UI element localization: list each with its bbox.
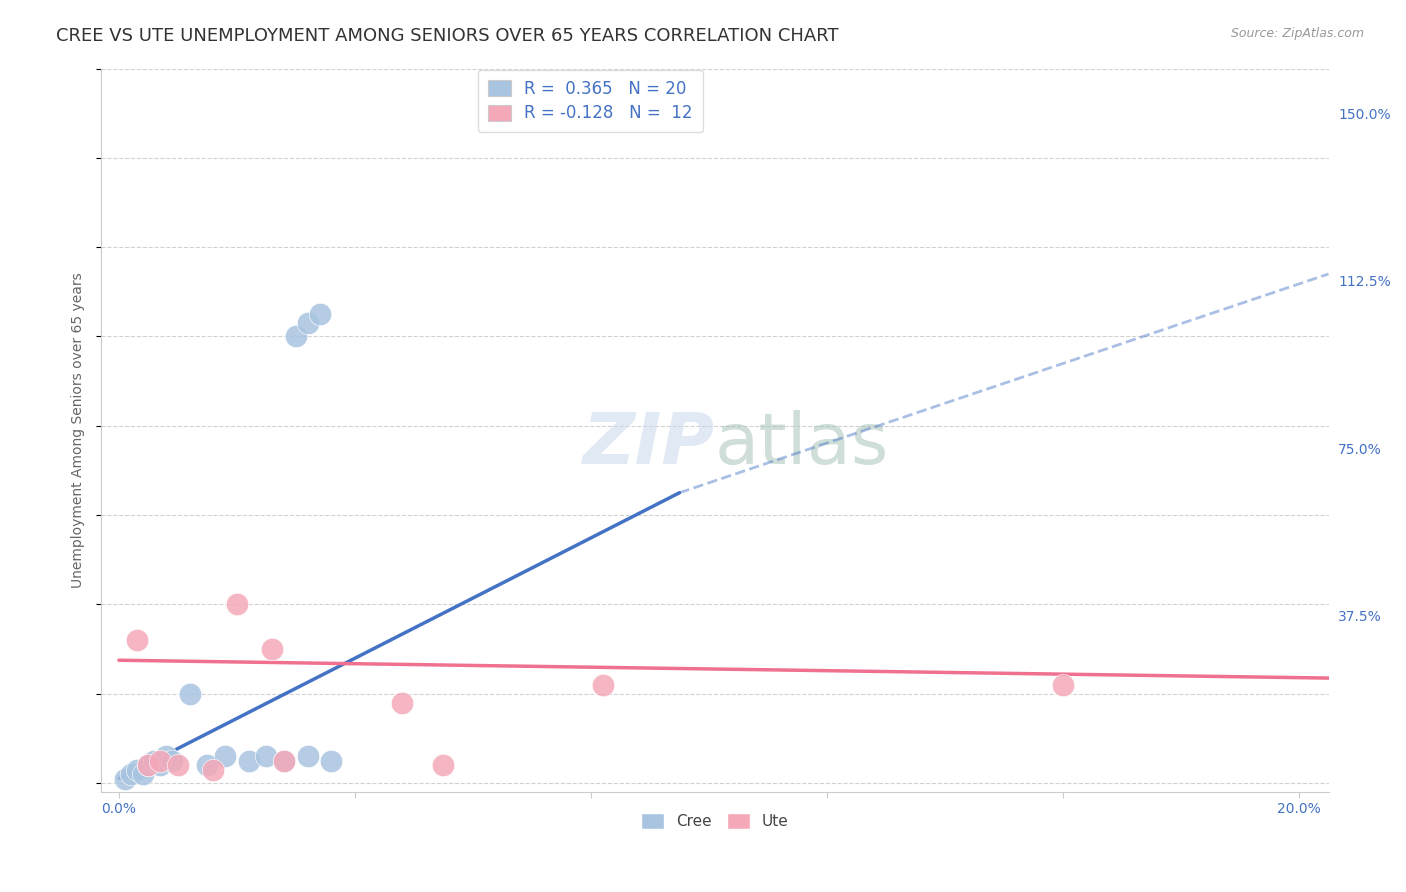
Point bbox=[273, 754, 295, 768]
Point bbox=[149, 758, 172, 772]
Point bbox=[197, 758, 219, 772]
Point bbox=[202, 763, 225, 777]
Point bbox=[155, 749, 177, 764]
Point bbox=[1052, 678, 1074, 692]
Text: Source: ZipAtlas.com: Source: ZipAtlas.com bbox=[1230, 27, 1364, 40]
Point bbox=[214, 749, 236, 764]
Point bbox=[131, 767, 153, 781]
Point bbox=[297, 316, 319, 330]
Point bbox=[297, 749, 319, 764]
Point bbox=[138, 758, 160, 772]
Point bbox=[179, 687, 201, 701]
Text: ZIP: ZIP bbox=[582, 410, 714, 479]
Point bbox=[284, 329, 307, 343]
Point bbox=[120, 767, 142, 781]
Point bbox=[592, 678, 614, 692]
Point bbox=[391, 696, 413, 710]
Y-axis label: Unemployment Among Seniors over 65 years: Unemployment Among Seniors over 65 years bbox=[72, 272, 86, 588]
Point bbox=[262, 642, 284, 657]
Point bbox=[160, 754, 183, 768]
Point bbox=[149, 754, 172, 768]
Point bbox=[125, 763, 148, 777]
Point bbox=[321, 754, 343, 768]
Point bbox=[138, 758, 160, 772]
Point bbox=[167, 758, 190, 772]
Legend: Cree, Ute: Cree, Ute bbox=[634, 806, 794, 835]
Point bbox=[238, 754, 260, 768]
Point bbox=[273, 754, 295, 768]
Point bbox=[143, 754, 166, 768]
Point bbox=[114, 772, 136, 786]
Text: CREE VS UTE UNEMPLOYMENT AMONG SENIORS OVER 65 YEARS CORRELATION CHART: CREE VS UTE UNEMPLOYMENT AMONG SENIORS O… bbox=[56, 27, 839, 45]
Point bbox=[308, 307, 330, 321]
Point bbox=[125, 633, 148, 648]
Point bbox=[254, 749, 277, 764]
Text: atlas: atlas bbox=[714, 410, 889, 479]
Point bbox=[432, 758, 454, 772]
Point bbox=[226, 598, 249, 612]
